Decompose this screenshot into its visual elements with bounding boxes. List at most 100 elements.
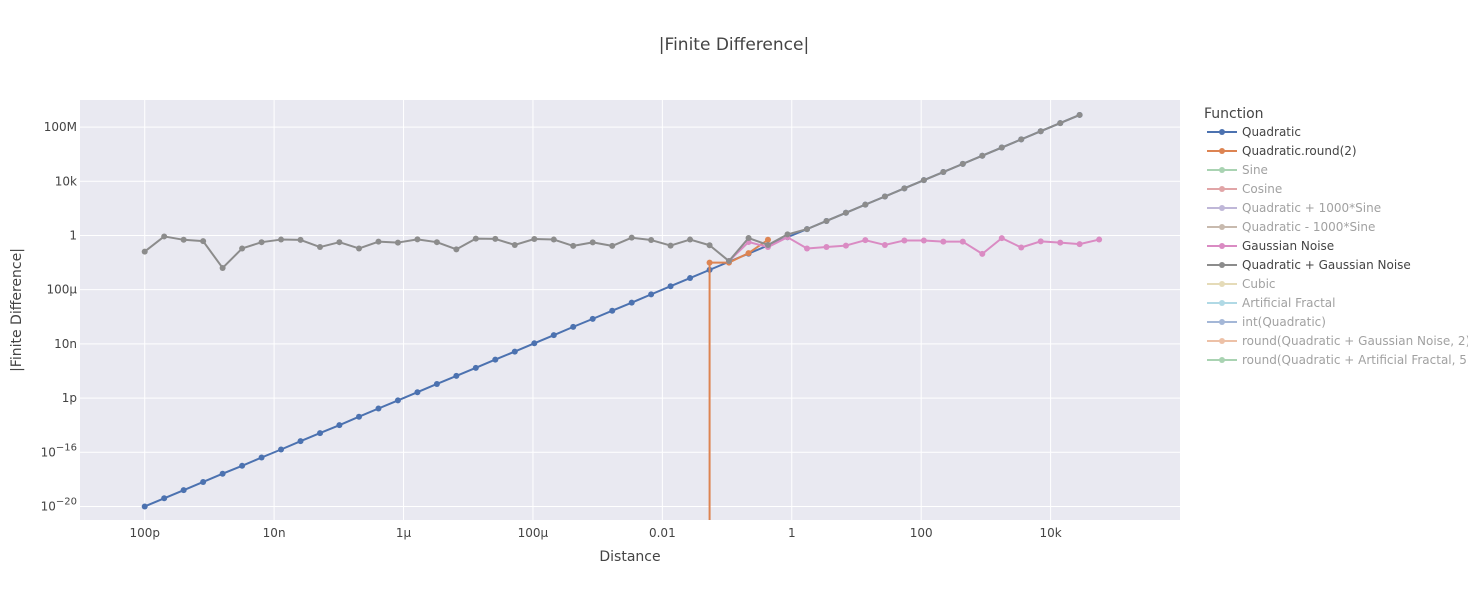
data-point[interactable]	[842, 209, 849, 216]
data-point[interactable]	[219, 470, 226, 477]
data-point[interactable]	[764, 241, 771, 248]
data-point[interactable]	[239, 462, 246, 469]
data-point[interactable]	[667, 242, 674, 249]
data-point[interactable]	[141, 503, 148, 510]
data-point[interactable]	[511, 241, 518, 248]
data-point[interactable]	[804, 226, 810, 233]
data-point[interactable]	[687, 275, 694, 282]
data-point[interactable]	[531, 236, 538, 242]
legend-item-cosine[interactable]: Cosine	[1207, 182, 1282, 196]
data-point[interactable]	[687, 236, 694, 243]
data-point[interactable]	[336, 239, 343, 246]
data-point[interactable]	[433, 239, 440, 246]
legend-item-quadratic[interactable]: Quadratic	[1207, 125, 1301, 139]
data-point[interactable]	[180, 236, 187, 243]
data-point[interactable]	[628, 299, 635, 306]
data-point[interactable]	[394, 239, 401, 246]
data-point[interactable]	[862, 237, 869, 244]
data-point[interactable]	[901, 237, 908, 244]
legend-item-artificial-fractal[interactable]: Artificial Fractal	[1207, 296, 1335, 310]
data-point[interactable]	[356, 245, 362, 252]
data-point[interactable]	[784, 231, 791, 238]
data-point[interactable]	[706, 242, 713, 249]
legend-item-round-quadratic-gaussian-noise-2[interactable]: round(Quadratic + Gaussian Noise, 2)	[1207, 334, 1468, 348]
data-point[interactable]	[1096, 236, 1103, 243]
data-point[interactable]	[648, 291, 655, 298]
data-point[interactable]	[297, 236, 304, 243]
data-point[interactable]	[920, 237, 927, 244]
data-point[interactable]	[706, 259, 713, 266]
data-point[interactable]	[725, 258, 732, 265]
data-point[interactable]	[589, 315, 596, 322]
data-point[interactable]	[862, 201, 869, 208]
data-point[interactable]	[472, 235, 479, 242]
data-point[interactable]	[979, 152, 986, 159]
data-point[interactable]	[278, 446, 285, 453]
data-point[interactable]	[317, 430, 324, 437]
data-point[interactable]	[1018, 244, 1025, 251]
data-point[interactable]	[550, 332, 557, 339]
data-point[interactable]	[764, 236, 771, 243]
data-point[interactable]	[200, 478, 207, 485]
legend-item-quadratic-1000-sine[interactable]: Quadratic + 1000*Sine	[1207, 201, 1381, 215]
data-point[interactable]	[998, 144, 1005, 151]
data-point[interactable]	[1037, 238, 1044, 245]
legend-item-round-quadratic-artificial-fractal-5[interactable]: round(Quadratic + Artificial Fractal, 5)	[1207, 353, 1468, 367]
data-point[interactable]	[278, 236, 285, 243]
data-point[interactable]	[258, 239, 265, 246]
data-point[interactable]	[998, 235, 1005, 242]
data-point[interactable]	[219, 264, 226, 271]
data-point[interactable]	[414, 389, 421, 396]
data-point[interactable]	[258, 454, 265, 461]
legend-item-sine[interactable]: Sine	[1207, 163, 1268, 177]
data-point[interactable]	[472, 364, 479, 371]
data-point[interactable]	[940, 169, 947, 176]
data-point[interactable]	[920, 177, 927, 184]
data-point[interactable]	[667, 283, 674, 290]
legend-item-quadratic-1000-sine[interactable]: Quadratic - 1000*Sine	[1207, 220, 1375, 234]
data-point[interactable]	[570, 242, 577, 249]
data-point[interactable]	[317, 244, 324, 251]
legend-item-int-quadratic[interactable]: int(Quadratic)	[1207, 315, 1326, 329]
data-point[interactable]	[394, 397, 401, 404]
data-point[interactable]	[453, 246, 460, 253]
data-point[interactable]	[959, 160, 966, 167]
data-point[interactable]	[881, 241, 888, 248]
data-point[interactable]	[1076, 111, 1083, 118]
data-point[interactable]	[180, 487, 187, 494]
data-point[interactable]	[628, 234, 635, 241]
data-point[interactable]	[901, 185, 908, 192]
data-point[interactable]	[375, 238, 382, 245]
data-point[interactable]	[511, 348, 518, 355]
data-point[interactable]	[881, 193, 888, 200]
data-point[interactable]	[609, 307, 616, 314]
data-point[interactable]	[414, 236, 421, 243]
data-point[interactable]	[200, 238, 207, 245]
legend-item-cubic[interactable]: Cubic	[1207, 277, 1276, 291]
data-point[interactable]	[453, 372, 460, 379]
data-point[interactable]	[356, 413, 362, 420]
data-point[interactable]	[745, 250, 752, 257]
data-point[interactable]	[550, 236, 557, 243]
data-point[interactable]	[1057, 120, 1064, 127]
data-point[interactable]	[336, 422, 343, 429]
data-point[interactable]	[239, 245, 246, 252]
legend-item-quadratic-round-2[interactable]: Quadratic.round(2)	[1207, 144, 1357, 158]
data-point[interactable]	[589, 239, 596, 246]
data-point[interactable]	[375, 405, 382, 412]
data-point[interactable]	[161, 233, 168, 240]
data-point[interactable]	[609, 242, 616, 249]
data-point[interactable]	[745, 235, 752, 242]
data-point[interactable]	[161, 495, 168, 502]
data-point[interactable]	[1018, 136, 1025, 143]
data-point[interactable]	[1057, 239, 1064, 246]
data-point[interactable]	[570, 323, 577, 330]
data-point[interactable]	[940, 238, 947, 245]
data-point[interactable]	[959, 238, 966, 245]
data-point[interactable]	[492, 235, 499, 242]
data-point[interactable]	[804, 245, 810, 252]
legend-item-gaussian-noise[interactable]: Gaussian Noise	[1207, 239, 1334, 253]
data-point[interactable]	[1037, 128, 1044, 135]
data-point[interactable]	[979, 250, 986, 257]
data-point[interactable]	[433, 380, 440, 387]
